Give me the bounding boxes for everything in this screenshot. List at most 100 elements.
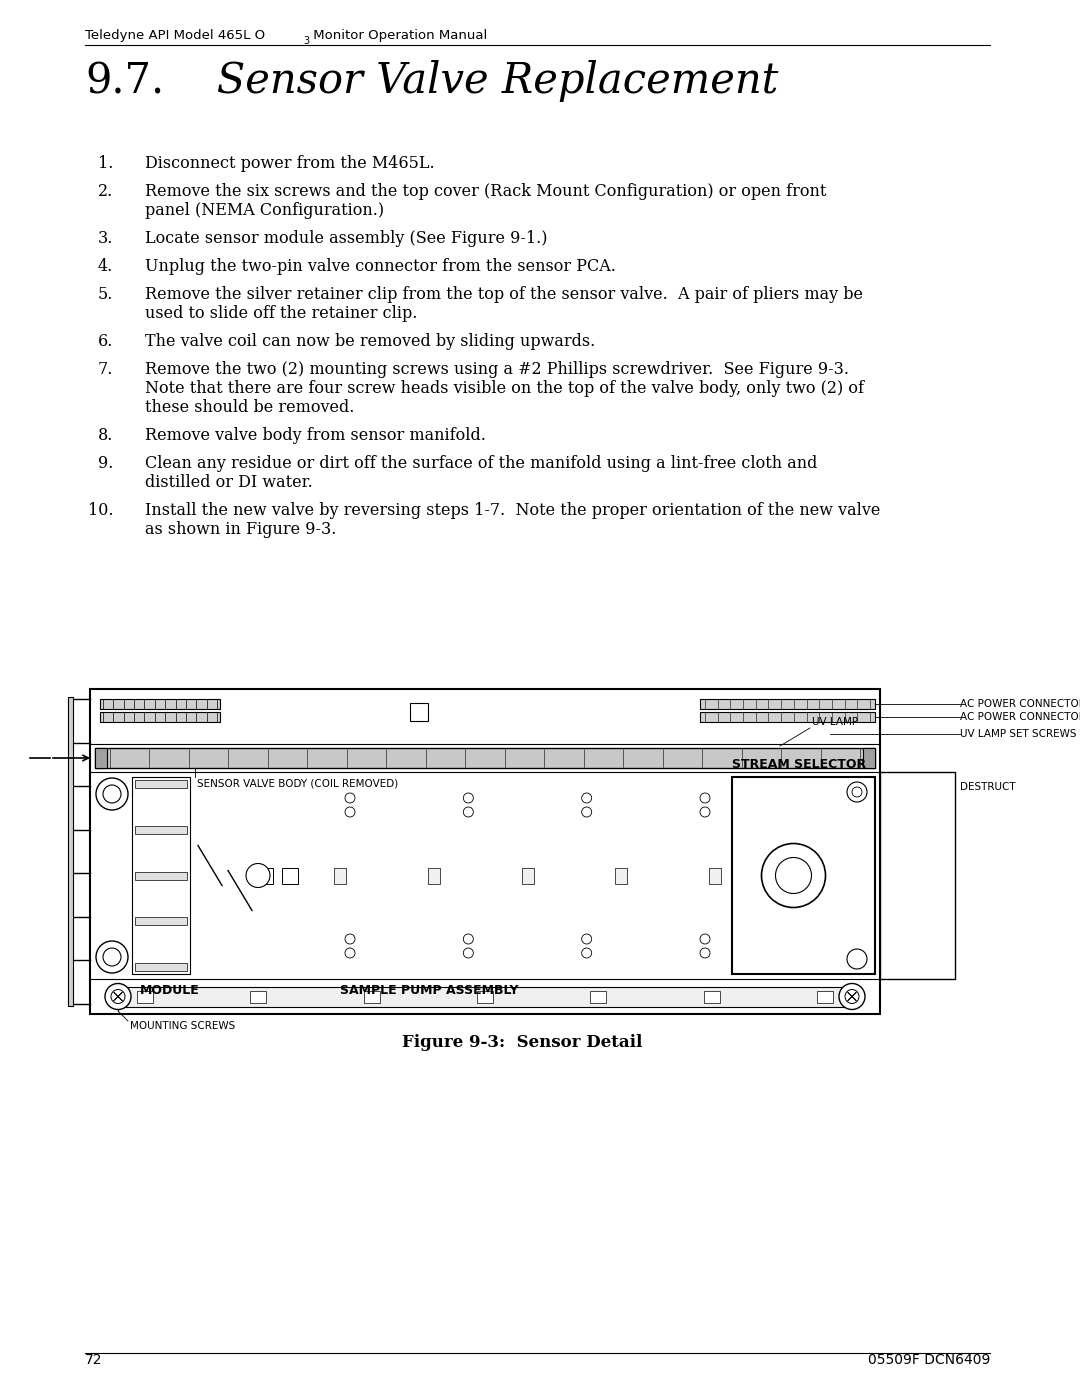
Bar	[477, 990, 492, 1003]
Text: AC POWER CONNECTOR: AC POWER CONNECTOR	[960, 712, 1080, 722]
Bar	[135, 963, 187, 971]
Bar	[100, 698, 220, 710]
Circle shape	[582, 793, 592, 803]
Bar	[364, 990, 380, 1003]
Text: 9.7.: 9.7.	[85, 60, 164, 102]
Text: AC POWER CONNECTOR: AC POWER CONNECTOR	[960, 698, 1080, 710]
Text: 4.: 4.	[98, 258, 113, 275]
Text: UV LAMP SET SCREWS: UV LAMP SET SCREWS	[960, 729, 1077, 739]
Circle shape	[775, 858, 811, 894]
Bar	[410, 703, 428, 721]
Text: The valve coil can now be removed by sliding upwards.: The valve coil can now be removed by sli…	[145, 332, 595, 351]
Text: as shown in Figure 9-3.: as shown in Figure 9-3.	[145, 521, 336, 538]
Text: Teledyne API Model 465L O: Teledyne API Model 465L O	[85, 29, 265, 42]
Bar	[114, 986, 855, 1006]
Text: DESTRUCT: DESTRUCT	[960, 782, 1015, 792]
Bar	[135, 826, 187, 834]
Bar	[816, 990, 833, 1003]
Text: UV LAMP: UV LAMP	[812, 717, 859, 726]
Circle shape	[582, 935, 592, 944]
Text: 7.: 7.	[97, 360, 113, 379]
Text: distilled or DI water.: distilled or DI water.	[145, 474, 313, 490]
Circle shape	[463, 793, 473, 803]
Text: 3.: 3.	[97, 231, 113, 247]
Circle shape	[847, 949, 867, 970]
Text: Sensor Valve Replacement: Sensor Valve Replacement	[177, 60, 779, 102]
Text: panel (NEMA Configuration.): panel (NEMA Configuration.)	[145, 203, 384, 219]
Bar	[428, 868, 440, 883]
Bar	[135, 918, 187, 925]
Circle shape	[105, 983, 131, 1010]
Bar	[704, 990, 719, 1003]
Circle shape	[582, 949, 592, 958]
Text: 1.: 1.	[97, 155, 113, 172]
Text: Disconnect power from the M465L.: Disconnect power from the M465L.	[145, 155, 434, 172]
Bar	[68, 697, 73, 1006]
Circle shape	[845, 989, 859, 1003]
Circle shape	[839, 983, 865, 1010]
Bar	[100, 712, 220, 722]
Text: Unplug the two-pin valve connector from the sensor PCA.: Unplug the two-pin valve connector from …	[145, 258, 616, 275]
Bar	[95, 747, 875, 768]
Bar	[135, 780, 187, 788]
Text: 8.: 8.	[97, 427, 113, 444]
Circle shape	[761, 844, 825, 908]
Text: MOUNTING SCREWS: MOUNTING SCREWS	[130, 1021, 235, 1031]
Bar	[282, 868, 298, 883]
Text: SAMPLE PUMP ASSEMBLY: SAMPLE PUMP ASSEMBLY	[340, 983, 518, 997]
Bar	[700, 698, 875, 710]
Circle shape	[463, 807, 473, 817]
Text: Install the new valve by reversing steps 1-7.  Note the proper orientation of th: Install the new valve by reversing steps…	[145, 502, 880, 520]
Circle shape	[700, 949, 710, 958]
Text: SENSOR VALVE BODY (COIL REMOVED): SENSOR VALVE BODY (COIL REMOVED)	[197, 778, 399, 788]
Circle shape	[103, 949, 121, 965]
Bar	[863, 747, 875, 768]
Circle shape	[345, 793, 355, 803]
Bar	[880, 773, 955, 979]
Bar	[591, 990, 606, 1003]
Circle shape	[345, 807, 355, 817]
Text: Locate sensor module assembly (See Figure 9-1.): Locate sensor module assembly (See Figur…	[145, 231, 548, 247]
Bar	[334, 868, 346, 883]
Circle shape	[700, 807, 710, 817]
Bar	[132, 777, 190, 974]
Text: 72: 72	[85, 1354, 103, 1368]
Text: 2.: 2.	[98, 183, 113, 200]
Bar	[135, 872, 187, 880]
Circle shape	[847, 782, 867, 802]
Circle shape	[700, 935, 710, 944]
Text: 05509F DCN6409: 05509F DCN6409	[867, 1354, 990, 1368]
Circle shape	[103, 785, 121, 803]
Circle shape	[582, 807, 592, 817]
Text: Clean any residue or dirt off the surface of the manifold using a lint-free clot: Clean any residue or dirt off the surfac…	[145, 455, 818, 472]
Text: MODULE: MODULE	[140, 983, 200, 997]
Bar	[90, 689, 880, 1014]
Text: Remove valve body from sensor manifold.: Remove valve body from sensor manifold.	[145, 427, 486, 444]
Circle shape	[463, 949, 473, 958]
Text: Remove the six screws and the top cover (Rack Mount Configuration) or open front: Remove the six screws and the top cover …	[145, 183, 826, 200]
Bar	[732, 777, 875, 974]
Bar	[257, 868, 273, 883]
Text: Figure 9-3:  Sensor Detail: Figure 9-3: Sensor Detail	[403, 1034, 643, 1051]
Text: 5.: 5.	[97, 286, 113, 303]
Text: used to slide off the retainer clip.: used to slide off the retainer clip.	[145, 305, 417, 321]
Bar	[616, 868, 627, 883]
Circle shape	[463, 935, 473, 944]
Text: 10.: 10.	[87, 502, 113, 520]
Bar	[522, 868, 534, 883]
Bar	[708, 868, 721, 883]
Text: Remove the silver retainer clip from the top of the sensor valve.  A pair of pli: Remove the silver retainer clip from the…	[145, 286, 863, 303]
Circle shape	[111, 989, 125, 1003]
Circle shape	[345, 935, 355, 944]
Circle shape	[700, 793, 710, 803]
Circle shape	[852, 787, 862, 798]
Bar	[95, 747, 107, 768]
Circle shape	[96, 942, 129, 972]
Circle shape	[345, 949, 355, 958]
Circle shape	[96, 778, 129, 810]
Bar	[251, 990, 267, 1003]
Text: Note that there are four screw heads visible on the top of the valve body, only : Note that there are four screw heads vis…	[145, 380, 864, 397]
Text: 3: 3	[303, 36, 309, 46]
Bar	[700, 712, 875, 722]
Text: STREAM SELECTOR: STREAM SELECTOR	[732, 759, 866, 771]
